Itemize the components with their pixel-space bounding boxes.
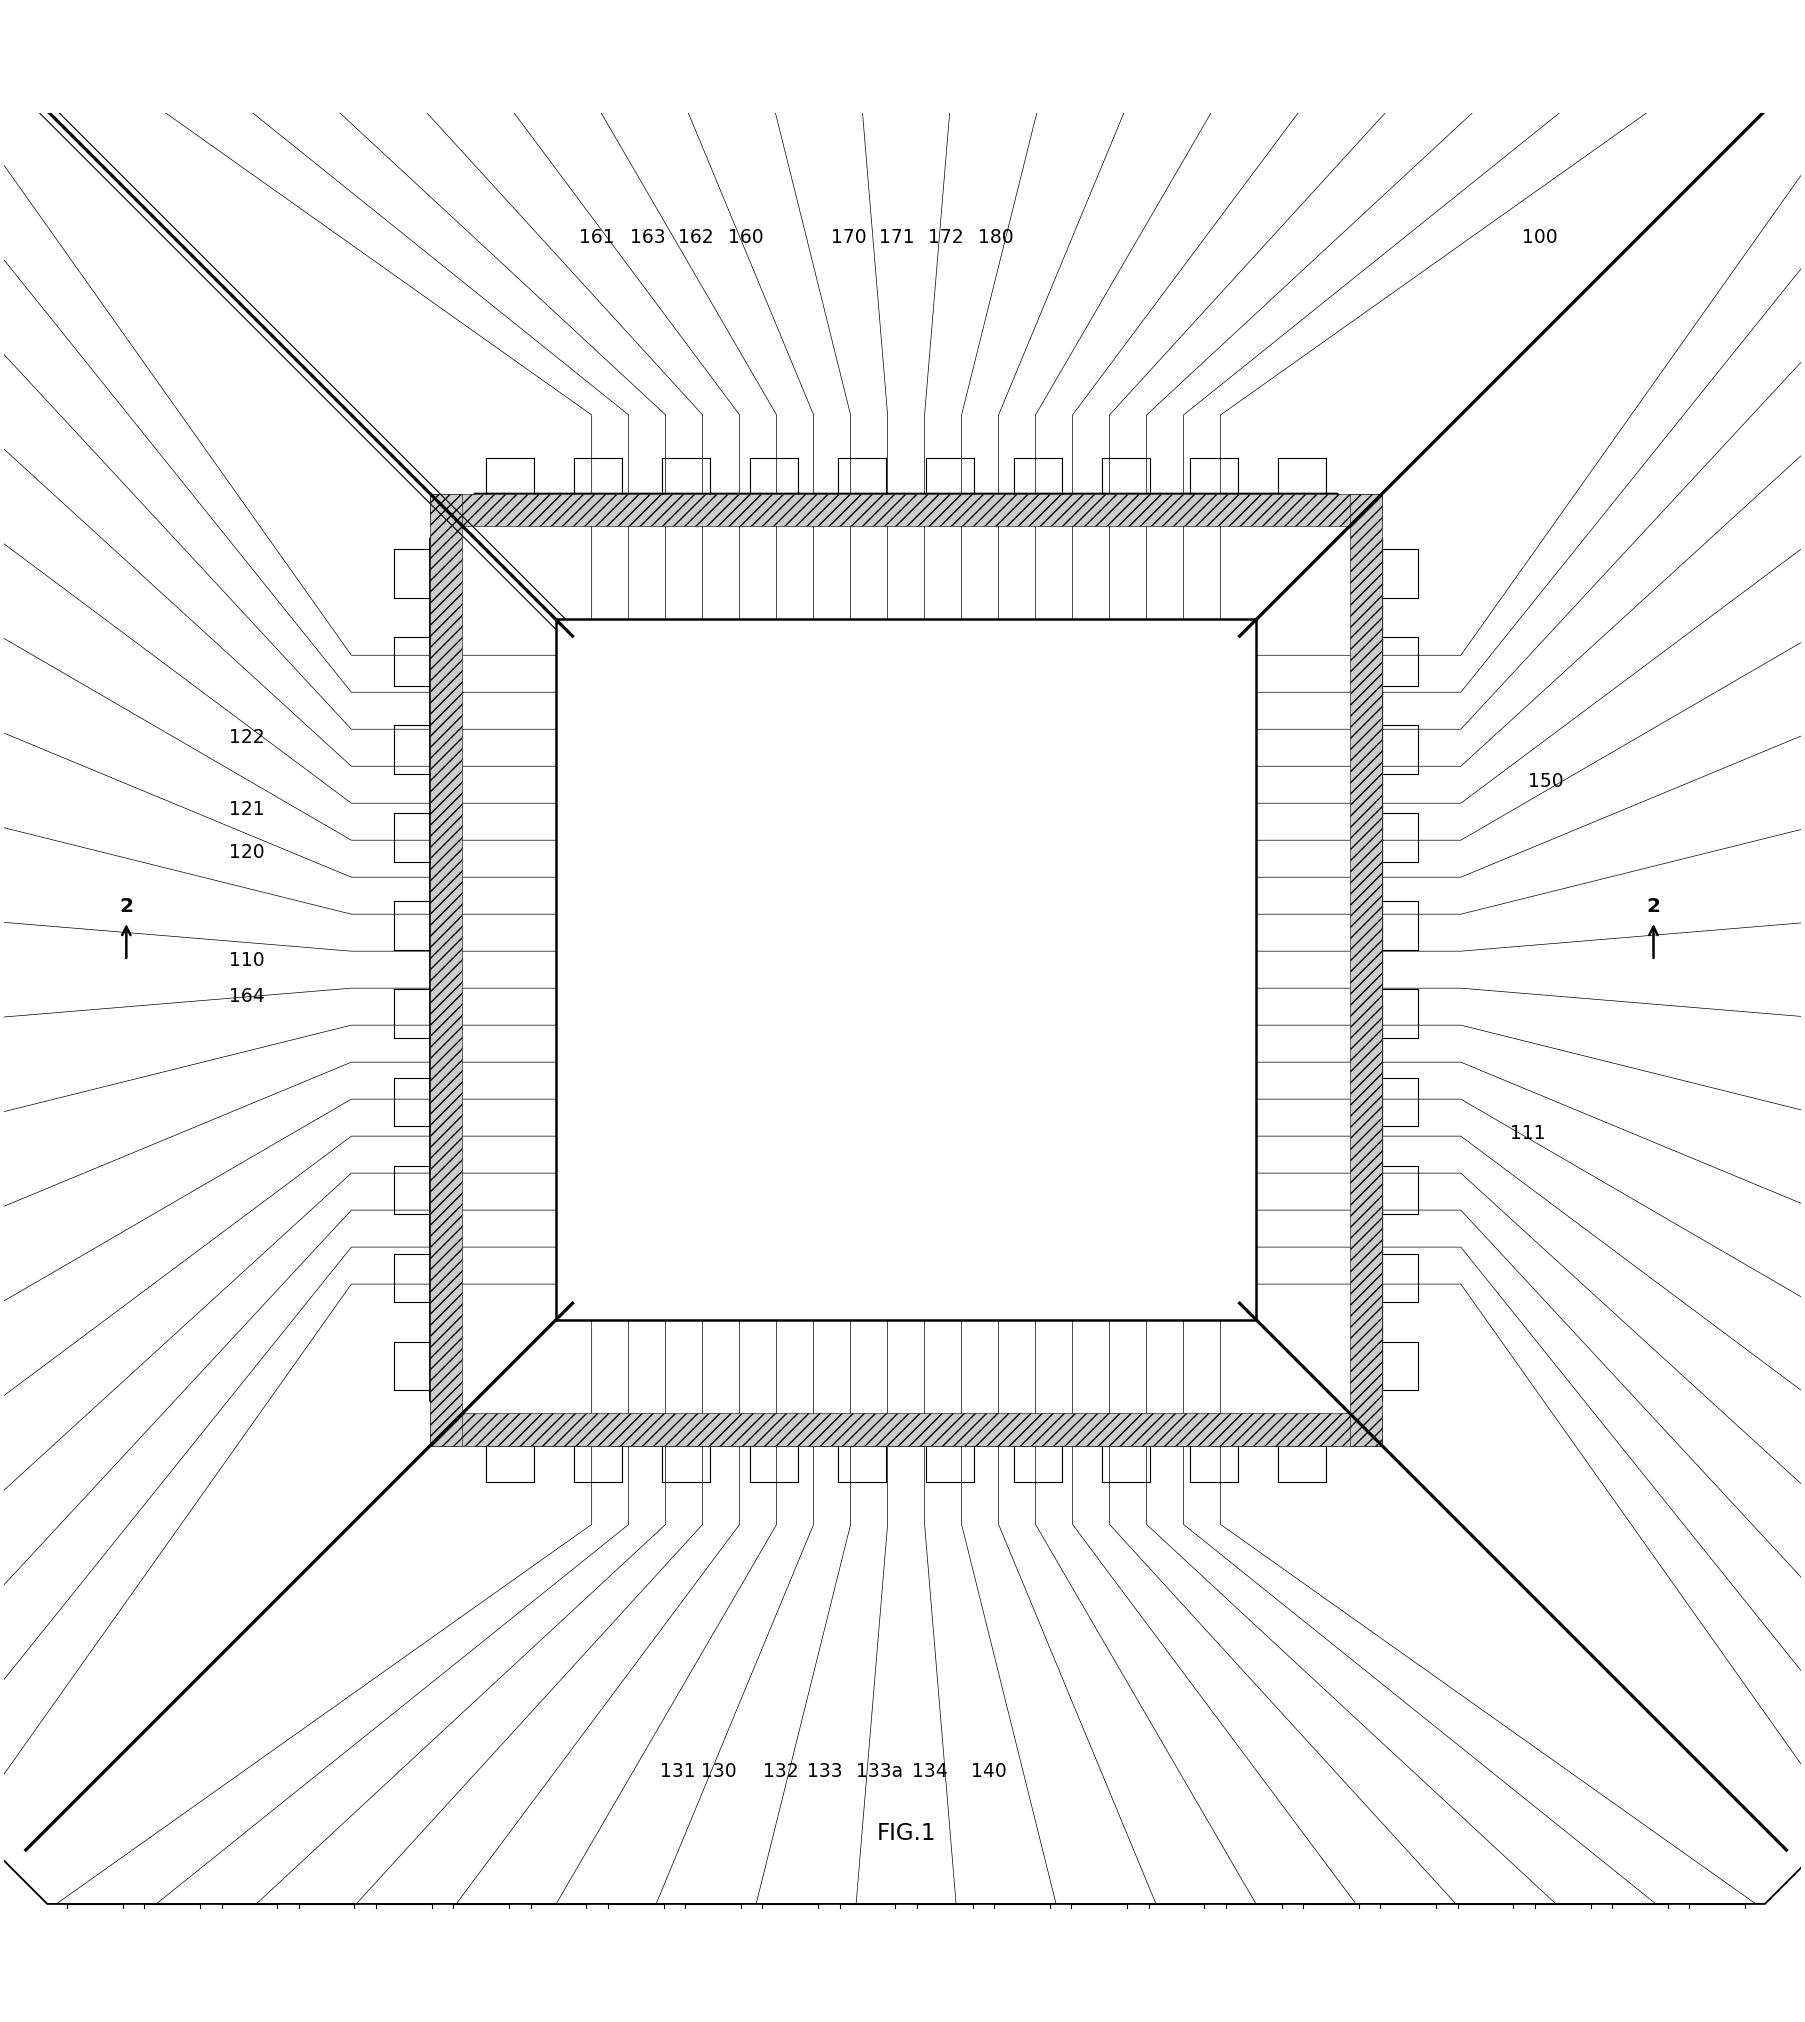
Bar <box>1534 1905 1590 1980</box>
Text: FIG.1: FIG.1 <box>877 1822 935 1846</box>
Bar <box>144 0 200 36</box>
Bar <box>762 0 818 36</box>
Bar <box>1148 1905 1204 1980</box>
Bar <box>686 1905 740 1980</box>
Text: 180: 180 <box>978 228 1014 247</box>
Bar <box>67 0 123 36</box>
Bar <box>67 1905 123 1980</box>
Text: 162: 162 <box>679 228 713 247</box>
Bar <box>1072 1905 1126 1980</box>
Bar <box>1226 0 1282 36</box>
Bar <box>1381 1905 1437 1980</box>
Text: 140: 140 <box>971 1761 1007 1781</box>
Bar <box>839 1905 895 1980</box>
Text: 163: 163 <box>630 228 666 247</box>
Bar <box>1148 0 1204 36</box>
Text: 161: 161 <box>579 228 616 247</box>
Text: 172: 172 <box>928 228 964 247</box>
Bar <box>375 0 431 36</box>
Bar <box>1612 0 1668 36</box>
Bar <box>762 1905 818 1980</box>
Bar <box>144 1905 200 1980</box>
Bar <box>556 619 1256 1320</box>
Bar <box>222 0 278 36</box>
Polygon shape <box>430 493 1383 1446</box>
Text: 133a: 133a <box>856 1761 902 1781</box>
Text: 110: 110 <box>229 950 265 971</box>
Text: 131: 131 <box>661 1761 695 1781</box>
Bar <box>1458 0 1513 36</box>
Bar <box>1350 493 1383 1446</box>
Bar <box>995 1905 1051 1980</box>
Bar <box>839 0 895 36</box>
Bar <box>430 493 462 1446</box>
Text: 130: 130 <box>702 1761 736 1781</box>
Bar <box>531 0 587 36</box>
Polygon shape <box>0 36 1805 1905</box>
Text: 2: 2 <box>1646 898 1661 916</box>
Bar <box>1458 1905 1513 1980</box>
Bar <box>531 1905 587 1980</box>
Text: 170: 170 <box>830 228 866 247</box>
Text: 132: 132 <box>762 1761 798 1781</box>
Text: 120: 120 <box>229 843 265 863</box>
Text: 3: 3 <box>958 987 973 1007</box>
Bar <box>1689 1905 1745 1980</box>
Bar <box>453 0 509 36</box>
Text: 111: 111 <box>1509 1124 1545 1142</box>
Bar <box>608 0 664 36</box>
Text: 133: 133 <box>807 1761 843 1781</box>
Bar <box>222 1905 278 1980</box>
Bar <box>1689 0 1745 36</box>
Text: 122: 122 <box>229 728 265 748</box>
Bar <box>1612 1905 1668 1980</box>
Bar <box>1226 1905 1282 1980</box>
Bar <box>1534 0 1590 36</box>
Text: 164: 164 <box>229 987 265 1007</box>
Text: 2: 2 <box>119 898 134 916</box>
Text: 100: 100 <box>1522 228 1558 247</box>
Bar <box>300 0 354 36</box>
Bar <box>917 0 973 36</box>
Bar <box>1381 0 1437 36</box>
Bar <box>375 1905 431 1980</box>
Text: 160: 160 <box>729 228 764 247</box>
Text: 171: 171 <box>879 228 915 247</box>
Text: 134: 134 <box>912 1761 948 1781</box>
Bar <box>995 0 1051 36</box>
Text: 121: 121 <box>229 801 265 819</box>
Bar <box>1072 0 1126 36</box>
Bar <box>430 493 1383 526</box>
Text: 150: 150 <box>1527 772 1563 791</box>
Bar <box>430 1413 1383 1446</box>
Bar <box>608 1905 664 1980</box>
Bar <box>1303 0 1359 36</box>
Bar <box>300 1905 354 1980</box>
Bar <box>1303 1905 1359 1980</box>
Bar <box>917 1905 973 1980</box>
Bar <box>453 1905 509 1980</box>
Bar <box>686 0 740 36</box>
